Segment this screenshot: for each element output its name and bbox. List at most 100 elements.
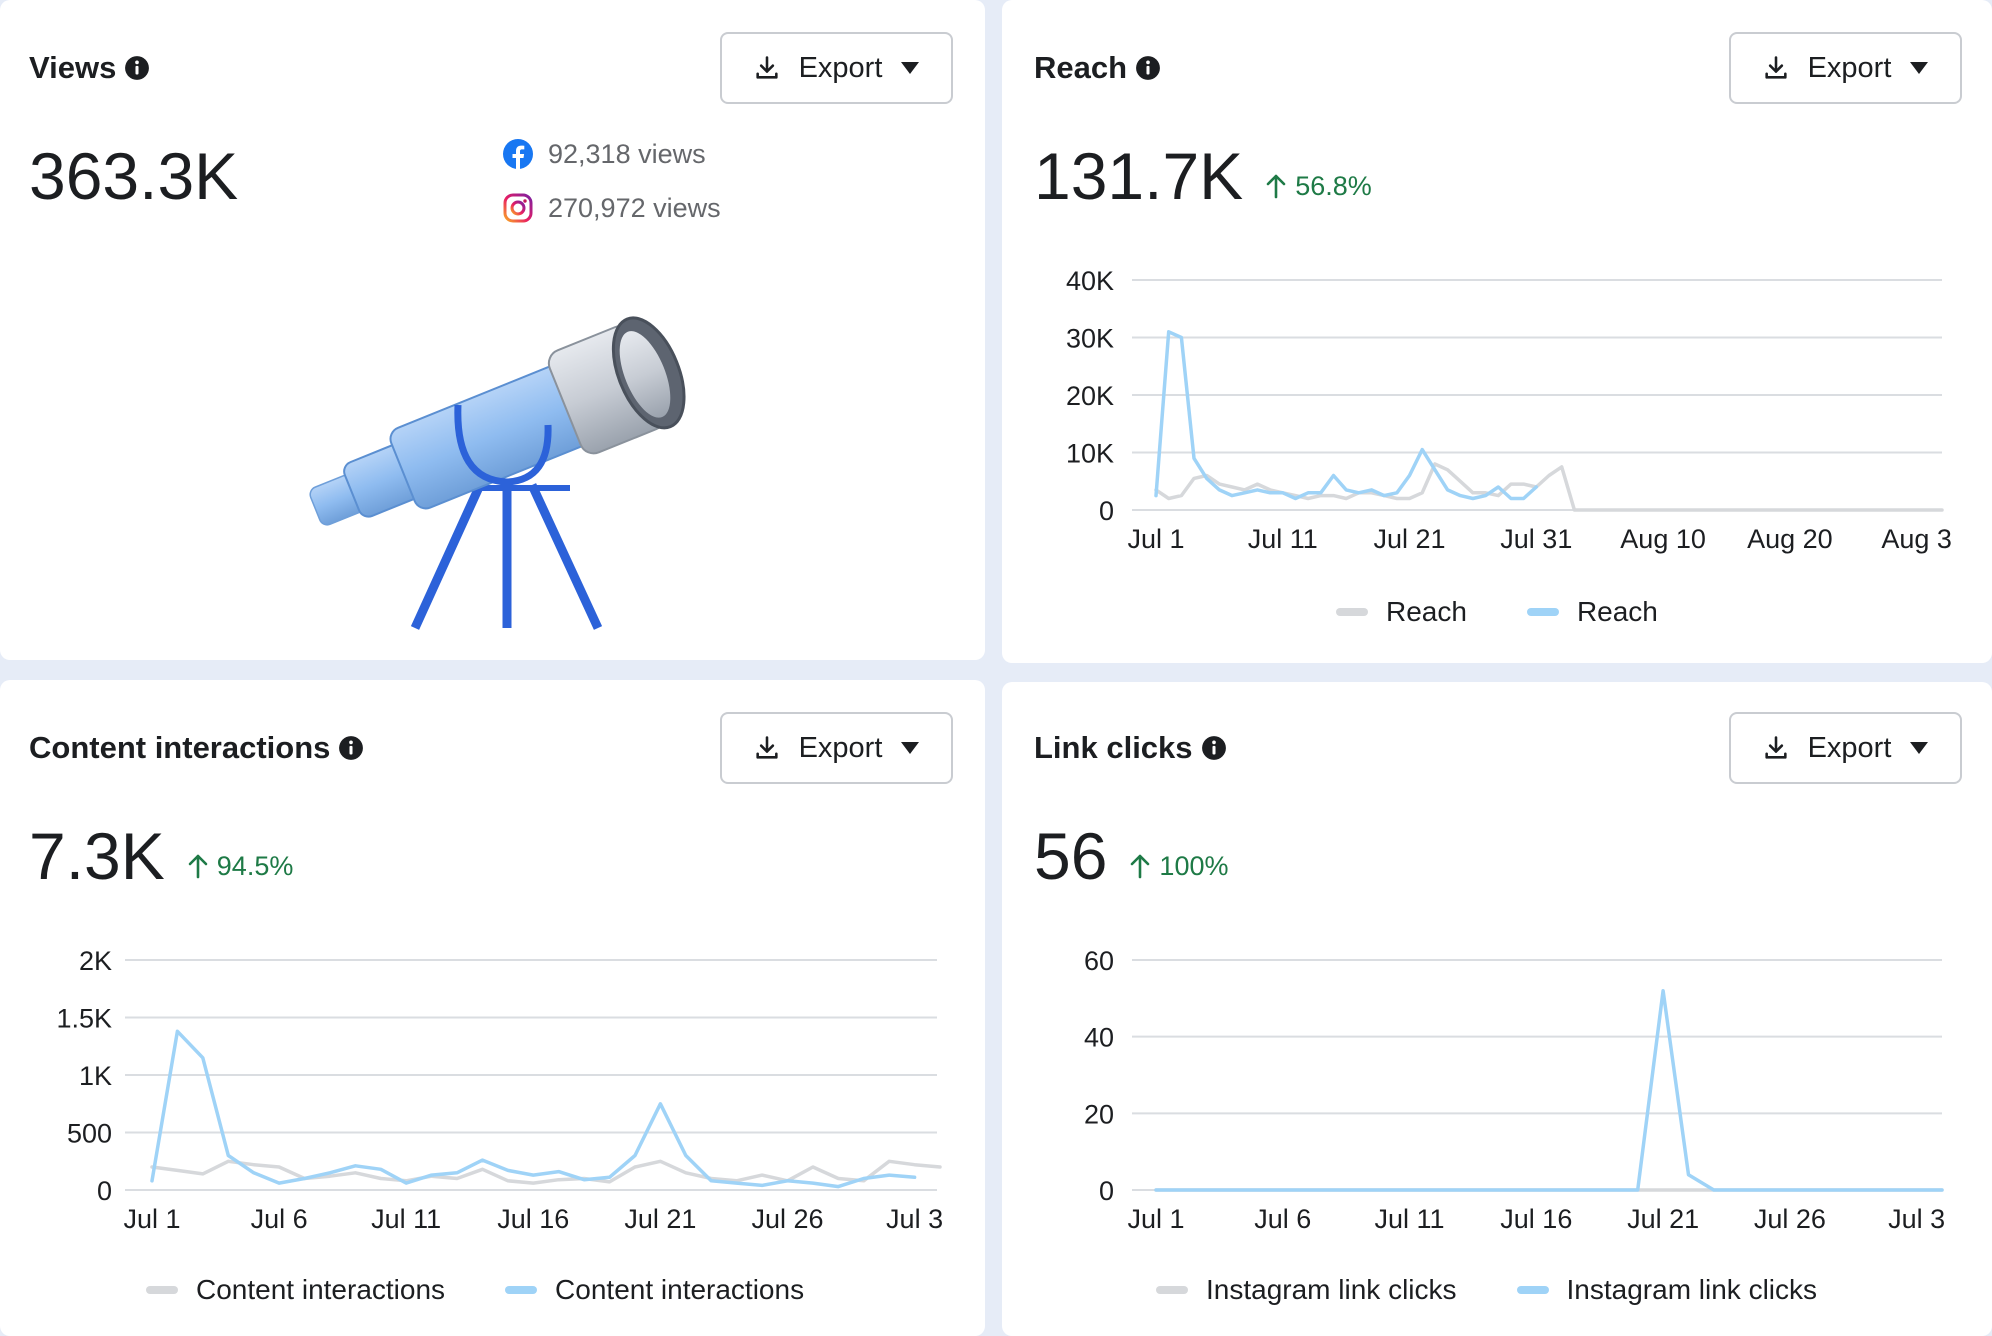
download-icon <box>1764 56 1787 79</box>
legend-item-current[interactable]: Reach <box>1526 596 1658 628</box>
instagram-views: 270,972 views <box>548 192 721 223</box>
info-icon[interactable] <box>1135 55 1161 81</box>
interactions-change: 94.5% <box>216 850 294 881</box>
export-label: Export <box>798 731 883 764</box>
caret-down-icon <box>1910 62 1929 74</box>
reach-export-button[interactable]: Export <box>1729 32 1962 104</box>
y-tick-label: 0 <box>1099 1176 1114 1206</box>
series-line-current[interactable] <box>1154 988 1944 1192</box>
reach-total-row: 131.7K 56.8% <box>1034 138 1372 214</box>
legend-item-previous[interactable]: Content interactions <box>146 1274 445 1306</box>
telescope-illustration <box>309 316 686 630</box>
y-tick-label: 30K <box>1066 324 1114 354</box>
interactions-legend: Content interactions Content interaction… <box>146 1274 804 1306</box>
x-tick-label: Jul 6 <box>1254 1204 1311 1234</box>
x-tick-label: Jul 1 <box>1127 1204 1184 1234</box>
interactions-export-button[interactable]: Export <box>720 712 953 784</box>
x-tick-label: Jul 11 <box>371 1204 441 1234</box>
views-total: 363.3K <box>29 139 239 213</box>
legend-label-previous: Reach <box>1386 596 1467 627</box>
legend-swatch-previous <box>146 1286 178 1294</box>
link-clicks-chart: 60 40 20 0 Jul 1 Jul 6 Jul 11 Jul 16 Jul 21 Jul 2… <box>1084 946 1945 1234</box>
y-tick-label: 60 <box>1084 946 1114 976</box>
views-title: Views <box>29 50 117 85</box>
legend-item-previous[interactable]: Reach <box>1336 596 1467 628</box>
x-tick-label: Jul 26 <box>751 1204 823 1234</box>
reach-trend: 56.8% <box>1265 171 1372 202</box>
x-tick-label: Jul 3 <box>1888 1204 1945 1234</box>
info-icon[interactable] <box>124 55 150 81</box>
download-icon <box>755 56 778 79</box>
facebook-views-row: 92,318 views <box>502 138 721 170</box>
legend-label-current: Instagram link clicks <box>1566 1274 1818 1305</box>
legend-swatch-current <box>505 1286 538 1294</box>
x-tick-label: Jul 21 <box>624 1204 696 1234</box>
links-total-row: 56 100% <box>1034 818 1228 894</box>
links-trend: 100% <box>1129 851 1228 882</box>
reach-change: 56.8% <box>1295 170 1372 201</box>
instagram-icon <box>503 193 533 223</box>
reach-chart: 40K 30K 20K 10K 0 Jul 1 Jul 11 Jul 21 Jul 31 Aug … <box>1066 266 1952 554</box>
views-export-button[interactable]: Export <box>720 32 953 104</box>
y-tick-label: 20 <box>1084 1099 1114 1129</box>
export-label: Export <box>1807 51 1892 84</box>
x-tick-label: Jul 21 <box>1374 524 1446 554</box>
legend-item-current[interactable]: Content interactions <box>505 1274 804 1306</box>
x-tick-label: Aug 20 <box>1747 524 1833 554</box>
x-tick-label: Jul 6 <box>251 1204 308 1234</box>
x-tick-label: Jul 26 <box>1754 1204 1826 1234</box>
y-tick-label: 40K <box>1066 266 1114 296</box>
caret-down-icon <box>901 742 920 754</box>
y-tick-label: 20K <box>1066 381 1114 411</box>
series-line-previous[interactable] <box>1154 462 1944 512</box>
arrow-up-icon <box>188 854 208 879</box>
legend-swatch-previous <box>1156 1286 1188 1294</box>
x-tick-label: Jul 16 <box>497 1204 569 1234</box>
x-tick-label: Jul 16 <box>1500 1204 1572 1234</box>
interactions-trend: 94.5% <box>187 850 294 882</box>
views-title-row: Views <box>29 50 150 86</box>
x-tick-label: Jul 1 <box>123 1204 180 1234</box>
x-tick-label: Aug 10 <box>1620 524 1706 554</box>
x-tick-label: Jul 11 <box>1248 524 1318 554</box>
reach-title-row: Reach <box>1034 50 1161 86</box>
legend-label-current: Content interactions <box>555 1274 805 1305</box>
reach-title: Reach <box>1034 50 1128 85</box>
y-tick-label: 40 <box>1084 1023 1114 1053</box>
x-tick-label: Jul 1 <box>1127 524 1184 554</box>
y-tick-label: 1K <box>79 1061 112 1091</box>
y-tick-label: 0 <box>1099 496 1114 526</box>
x-tick-label: Jul 11 <box>1375 1204 1445 1234</box>
caret-down-icon <box>1910 742 1929 754</box>
legend-label-previous: Instagram link clicks <box>1206 1274 1457 1305</box>
series-line-previous[interactable] <box>150 1159 942 1185</box>
info-icon[interactable] <box>338 735 364 761</box>
y-tick-label: 10K <box>1066 439 1114 469</box>
y-tick-label: 1.5K <box>56 1004 112 1034</box>
legend-swatch-current <box>1516 1286 1549 1294</box>
y-tick-label: 500 <box>67 1119 112 1149</box>
x-tick-label: Jul 31 <box>1500 524 1572 554</box>
interactions-title: Content interactions <box>29 730 331 765</box>
export-label: Export <box>798 51 883 84</box>
x-tick-label: Aug 3 <box>1881 524 1952 554</box>
links-title: Link clicks <box>1034 730 1193 765</box>
interactions-total: 7.3K <box>29 819 165 893</box>
info-icon[interactable] <box>1201 735 1227 761</box>
interactions-total-row: 7.3K 94.5% <box>29 818 293 894</box>
legend-swatch-previous <box>1336 608 1368 616</box>
reach-total: 131.7K <box>1034 139 1244 213</box>
y-tick-label: 2K <box>79 946 112 976</box>
links-total: 56 <box>1034 819 1108 893</box>
legend-item-previous[interactable]: Instagram link clicks <box>1156 1274 1457 1306</box>
caret-down-icon <box>901 62 920 74</box>
series-line-current[interactable] <box>150 1029 917 1189</box>
series-line-current[interactable] <box>1154 330 1539 501</box>
legend-item-current[interactable]: Instagram link clicks <box>1516 1274 1818 1306</box>
download-icon <box>1764 736 1787 759</box>
links-title-row: Link clicks <box>1034 730 1227 766</box>
download-icon <box>755 736 778 759</box>
links-export-button[interactable]: Export <box>1729 712 1962 784</box>
legend-label-current: Reach <box>1576 596 1658 627</box>
reach-legend: Reach Reach <box>1336 596 1658 628</box>
